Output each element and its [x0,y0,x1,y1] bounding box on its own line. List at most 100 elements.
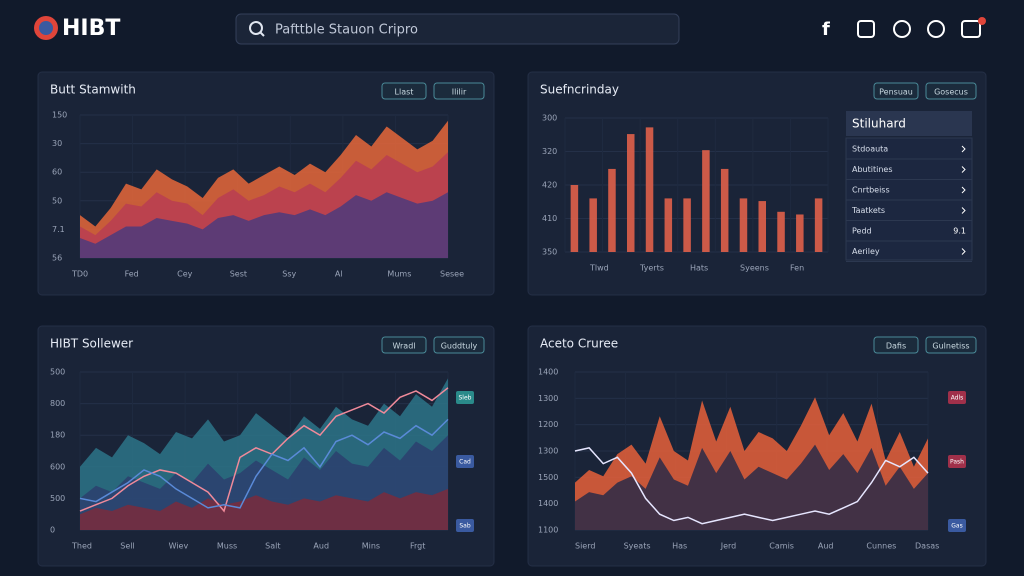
list-item[interactable]: Cnrtbeiss [852,186,890,195]
panel-title: Aceto Cruree [540,337,618,351]
y-tick-label: 60 [52,168,62,177]
x-tick-label: Aud [313,542,329,551]
bar [720,168,729,252]
badge[interactable] [456,455,474,468]
panel-button-label: Guddtuly [441,342,478,351]
panel-button-label: Llast [395,88,414,97]
chevron [961,145,966,153]
panel-button[interactable] [381,336,427,354]
y-tick-label: 150 [52,111,67,120]
icon-notify[interactable] [961,20,981,38]
x-tick-label: Frgt [410,542,425,551]
badge[interactable] [456,391,474,404]
search-box[interactable] [235,13,680,45]
bar [758,201,767,252]
panel-title: Suefncrinday [540,83,619,97]
search-icon [249,21,263,35]
panel-button-label: Gosecus [934,88,968,97]
bar [626,134,635,252]
bar [570,185,579,252]
y-tick-label: 420 [542,181,557,190]
panel-button[interactable] [873,82,919,100]
x-tick-label: Cunnes [866,542,896,551]
y-tick-label: 180 [50,431,65,440]
x-tick-label: Aud [818,542,834,551]
x-tick-label: Dasas [915,542,939,551]
badge-label: Gas [951,523,962,530]
y-tick-label: 1300 [538,447,558,456]
panel-button-label: Gulnetiss [932,342,969,351]
chevron [961,248,966,255]
area-series [80,488,448,530]
x-tick-label: Fed [125,270,139,279]
badge[interactable] [948,455,966,468]
x-tick-label: Syeats [624,542,651,551]
list-title: Stiluhard [852,117,906,131]
x-tick-label: Salt [265,542,280,551]
badge-label: Sab [459,523,470,530]
logo-icon-inner [39,21,53,35]
y-tick-label: 0 [50,526,55,535]
y-tick-label: 1300 [538,394,558,403]
list [845,137,973,261]
x-tick-label: Thed [71,542,92,551]
area-series [80,192,448,258]
icon-facebook[interactable]: f [822,19,830,40]
y-tick-label: 320 [542,147,557,156]
icon-social[interactable] [927,20,945,38]
panel-button[interactable] [925,336,977,354]
line-series [574,447,929,525]
x-tick-label: Has [672,542,687,551]
panel-button[interactable] [925,82,977,100]
list-item[interactable]: Abutitines [852,165,893,174]
y-tick-label: 500 [50,368,65,377]
panel-button-label: Wradl [392,342,415,351]
panel-button-label: Dafis [886,342,906,351]
y-tick-label: 50 [52,196,62,205]
x-tick-label: Mums [387,270,411,279]
chevron [961,207,966,214]
y-tick-label: 410 [542,214,557,223]
bar [589,198,597,252]
badge[interactable] [948,391,966,404]
y-tick-label: 1400 [538,368,558,377]
badge-label: Cad [459,459,471,466]
icon-instagram[interactable] [857,20,875,38]
badge-label: Pash [950,459,964,466]
bar [739,198,748,252]
icon-social[interactable] [893,20,911,38]
notify-dot [978,17,986,25]
bar [683,198,691,252]
list-value: 9.1 [953,227,966,236]
y-tick-label: 800 [50,399,65,408]
x-tick-label: Sell [120,542,134,551]
y-tick-label: 30 [52,139,62,148]
y-tick-label: 1400 [538,499,558,508]
panel-button[interactable] [873,336,919,354]
list-item[interactable]: Aeriley [852,247,880,256]
search-icon [259,31,265,37]
badge[interactable] [948,519,966,532]
chevron [961,166,966,173]
bar [796,214,804,252]
panel-button[interactable] [381,82,427,100]
y-tick-label: 56 [52,254,62,263]
list-item[interactable]: Taatkets [851,206,885,215]
x-tick-label: Hats [690,264,708,273]
list-item[interactable]: Pedd [852,227,872,236]
list-item[interactable]: Stdoauta [852,145,888,154]
x-tick-label: Sierd [575,542,595,551]
panel-title: HIBT Sollewer [50,337,133,351]
badge[interactable] [456,519,474,532]
panel-button[interactable] [433,82,485,100]
panel-button[interactable] [433,336,485,354]
x-tick-label: Muss [217,542,237,551]
logo: HIBT [62,16,120,41]
search-text: Pafttble Stauon Cripro [275,23,418,38]
x-tick-label: Fen [790,264,804,273]
y-tick-label: 300 [542,114,557,123]
y-tick-label: 1100 [538,526,558,535]
bar [814,198,823,252]
panel-button-label: Ililir [452,88,467,97]
